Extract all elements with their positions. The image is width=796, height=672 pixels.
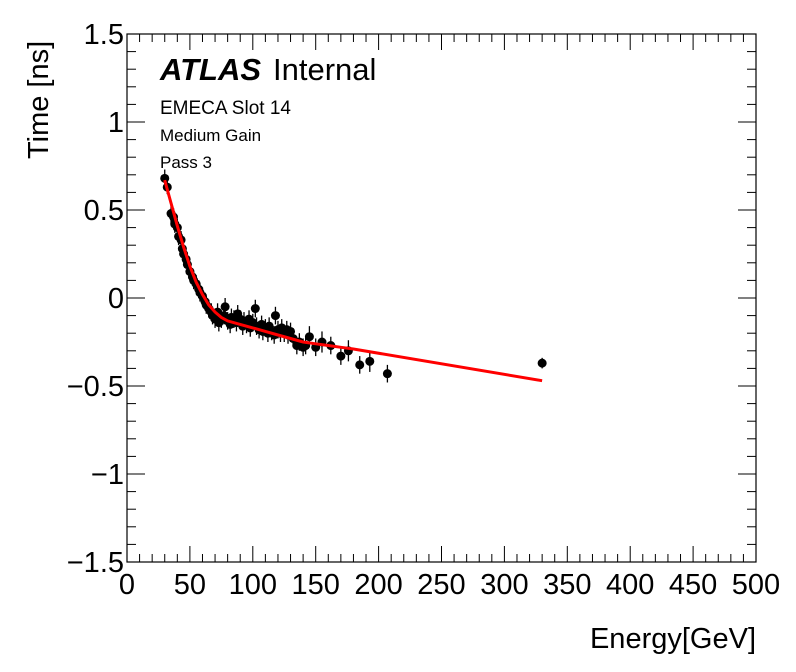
x-tick-label: 150 [292,569,340,601]
data-point [304,332,314,342]
fit-line [163,179,543,383]
data-point [286,326,296,336]
x-tick-label: 50 [174,569,206,601]
y-axis-title: Time [ns] [23,41,55,159]
x-tick-label: 450 [669,569,717,601]
data-point [250,304,260,314]
data-point [270,311,280,321]
data-point [382,369,392,379]
x-tick-label: 200 [354,569,402,601]
x-axis-title: Energy[GeV] [590,623,756,655]
annotation-pass: Pass 3 [160,153,212,172]
y-tick-label: −1.5 [67,547,124,579]
axis-ticks [126,33,757,563]
data-point [537,358,547,368]
tick-labels: 0 50 100 150 200 250 300 350 400 450 500 −1.5 −1 −0.5… [67,19,780,601]
y-tick-label: −0.5 [67,371,124,403]
y-tick-label: 1.5 [84,19,124,51]
x-tick-label: 0 [119,569,135,601]
data-point [355,360,365,370]
y-tick-label: 1 [108,107,124,139]
annotation-gain: Medium Gain [160,126,261,145]
data-point [160,173,170,183]
error-bars [164,169,543,383]
y-tick-label: 0.5 [84,195,124,227]
x-tick-label: 350 [543,569,591,601]
x-tick-label: 500 [732,569,780,601]
y-tick-label: 0 [108,283,124,315]
internal-label: Internal [273,52,376,87]
data-point [336,351,346,361]
x-tick-label: 300 [480,569,528,601]
atlas-label: ATLAS [159,52,261,87]
x-tick-label: 400 [606,569,654,601]
x-tick-label: 100 [229,569,277,601]
data-point [365,356,375,366]
y-tick-label: −1 [91,459,124,491]
annotation-slot: EMECA Slot 14 [160,98,291,119]
x-tick-label: 250 [417,569,465,601]
data-point [220,302,230,312]
